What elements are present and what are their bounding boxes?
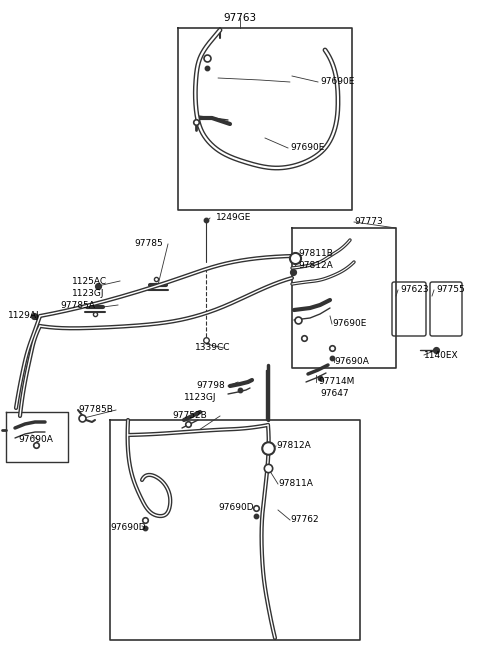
Text: 97752B: 97752B <box>172 411 207 421</box>
Text: 97811A: 97811A <box>278 479 313 489</box>
Text: 97690E: 97690E <box>290 143 324 153</box>
Text: 97690D: 97690D <box>218 504 253 512</box>
Text: 1125AC: 1125AC <box>72 276 107 286</box>
Text: 97714M: 97714M <box>318 377 354 386</box>
Text: 1140EX: 1140EX <box>424 350 458 360</box>
Text: 1129AJ: 1129AJ <box>8 312 40 320</box>
Text: 1249GE: 1249GE <box>216 214 252 223</box>
Text: 97623: 97623 <box>400 286 429 295</box>
Text: 97762: 97762 <box>290 515 319 525</box>
Text: 97690E: 97690E <box>332 320 366 329</box>
Text: 97690D: 97690D <box>110 523 145 533</box>
Text: 97690A: 97690A <box>334 358 369 367</box>
Text: 97812A: 97812A <box>276 441 311 451</box>
Text: 97812A: 97812A <box>298 261 333 269</box>
Text: 97785: 97785 <box>134 240 163 248</box>
Text: 97773: 97773 <box>354 217 383 227</box>
Text: 1123GJ: 1123GJ <box>72 288 105 297</box>
Text: 97811B: 97811B <box>298 248 333 257</box>
Text: 97690E: 97690E <box>320 77 354 86</box>
Text: 1123GJ: 1123GJ <box>184 394 216 403</box>
Text: 97755: 97755 <box>436 286 465 295</box>
Text: 97763: 97763 <box>223 13 257 23</box>
Text: 97785B: 97785B <box>78 405 113 415</box>
Text: 1339CC: 1339CC <box>195 343 230 352</box>
Text: 97785A: 97785A <box>60 301 95 310</box>
Text: 97798: 97798 <box>196 381 225 390</box>
Text: 97690A: 97690A <box>18 436 53 445</box>
Text: 97647: 97647 <box>320 390 348 398</box>
